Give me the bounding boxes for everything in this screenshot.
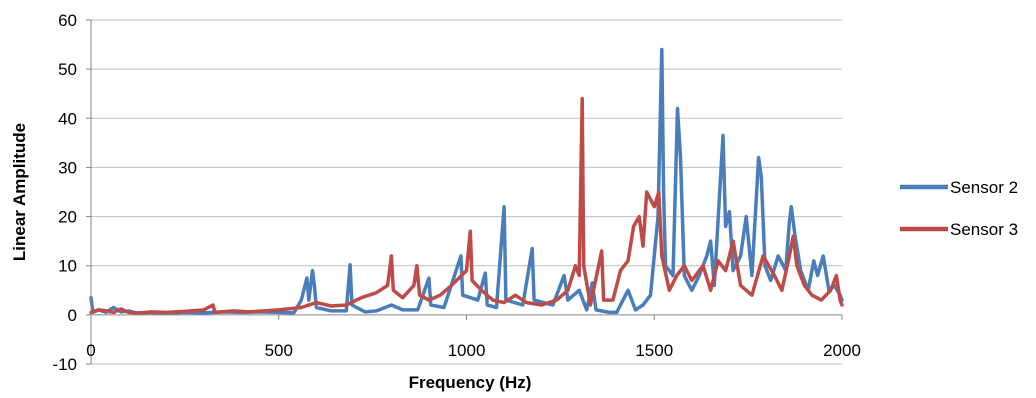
y-axis-title: Linear Amplitude: [10, 123, 29, 261]
axes: [86, 19, 843, 365]
y-tick-label-7: 60: [58, 11, 77, 30]
y-tick-label-5: 40: [58, 109, 77, 128]
y-tick-label-6: 50: [58, 60, 77, 79]
series-line-sensor-3: [89, 96, 844, 316]
x-tick-label-1: 500: [265, 341, 293, 360]
y-tick-label-3: 20: [58, 208, 77, 227]
legend-label-sensor-2: Sensor 2: [950, 178, 1018, 197]
y-tick-label-4: 30: [58, 158, 77, 177]
x-tick-label-2: 1000: [448, 341, 486, 360]
y-tick-labels: -10 0 10 20 30 40 50 60: [52, 11, 77, 374]
series-lines: [89, 47, 844, 316]
series-line-sensor-2: [89, 47, 844, 316]
y-tick-label-2: 10: [58, 257, 77, 276]
x-tick-label-0: 0: [86, 341, 95, 360]
x-tick-label-3: 1500: [635, 341, 673, 360]
x-tick-label-4: 2000: [823, 341, 861, 360]
x-axis-title: Frequency (Hz): [409, 373, 532, 392]
y-tick-label-1: 0: [68, 306, 77, 325]
legend: Sensor 2 Sensor 3: [900, 178, 1018, 239]
x-tick-labels: 0 500 1000 1500 2000: [86, 341, 861, 360]
y-tick-label-0: -10: [52, 355, 77, 374]
legend-label-sensor-3: Sensor 3: [950, 220, 1018, 239]
gridlines: [91, 19, 842, 365]
